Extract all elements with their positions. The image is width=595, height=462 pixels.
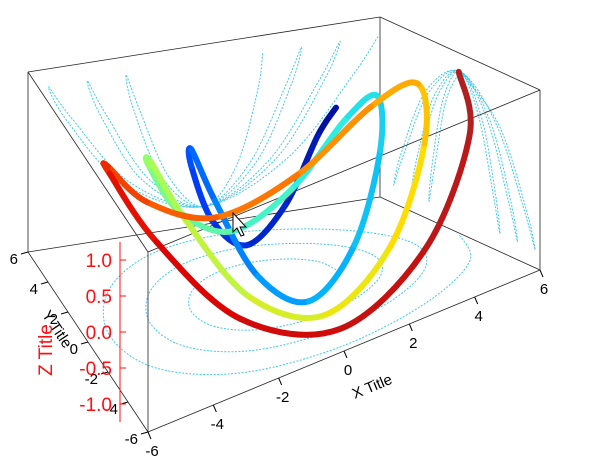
curve-segment [144,199,220,222]
curve-segment [211,197,261,279]
mouse-cursor [232,211,248,237]
curve-segment [367,79,421,110]
curve-segment [243,202,289,249]
x-tick-label: 4 [474,308,482,325]
curve-segment [228,186,295,235]
x-axis-title: X Title [350,371,395,403]
curve-segment [106,170,160,246]
y-tick [20,251,29,255]
curve-segment [386,140,428,251]
x-tick [474,296,479,305]
curve-segment [153,239,244,322]
z-tick-label: 0.5 [86,287,112,308]
curve-segment [341,91,380,124]
y-tick [40,281,49,285]
curve-segment [421,132,473,253]
curve-segment [294,103,374,178]
x-tick [343,350,348,359]
y-tick [60,311,69,315]
z-tick-label: 0.0 [86,323,112,344]
curve-segment [183,217,253,300]
curve-segment [100,160,113,177]
curve-segment [305,241,358,305]
curve-segment [246,293,328,321]
projection [102,228,472,376]
y-tick-label: 6 [10,251,18,268]
box-edge [27,71,149,253]
curve-segment [314,104,339,139]
y-tick [100,371,109,375]
curve-segment [351,147,384,248]
y-tick-label: 2 [50,311,58,328]
projection [48,34,380,208]
curve-segment [209,217,250,249]
curve-segment [188,146,218,204]
box-edge [27,16,381,73]
y-tick-label: 0 [70,341,78,358]
z-axis-title: Z Title [36,324,57,376]
x-tick [278,377,283,386]
y-tick-label: -2 [85,371,98,388]
x-tick-label: -2 [276,389,289,406]
z-tick-label: -1.0 [79,395,112,416]
y-tick [140,431,149,435]
x-tick-label: 0 [344,362,352,379]
curve-segment [414,80,430,147]
y-tick-label: 4 [30,281,38,298]
z-tick-label: 1.0 [86,251,112,272]
curve-segment [213,172,301,221]
curve-segment [237,315,343,338]
z-tick-label: -0.5 [79,359,112,380]
x-tick-label: 2 [409,335,417,352]
x-tick [408,323,413,332]
y-tick-label: -6 [125,431,138,448]
curve-segment [254,272,312,306]
x-tick [539,269,544,278]
x-tick-label: -4 [211,416,224,433]
y-tick [80,341,89,345]
x-tick [212,404,217,413]
box-edge [379,16,541,91]
curve-segment [321,244,393,319]
curve [100,68,474,338]
x-tick [147,431,152,440]
curve-segment [336,246,428,333]
y-tick-label: -4 [105,401,118,418]
x-tick-label: 6 [540,281,548,298]
curve-segment [455,68,474,139]
x-tick-label: -6 [145,443,158,460]
